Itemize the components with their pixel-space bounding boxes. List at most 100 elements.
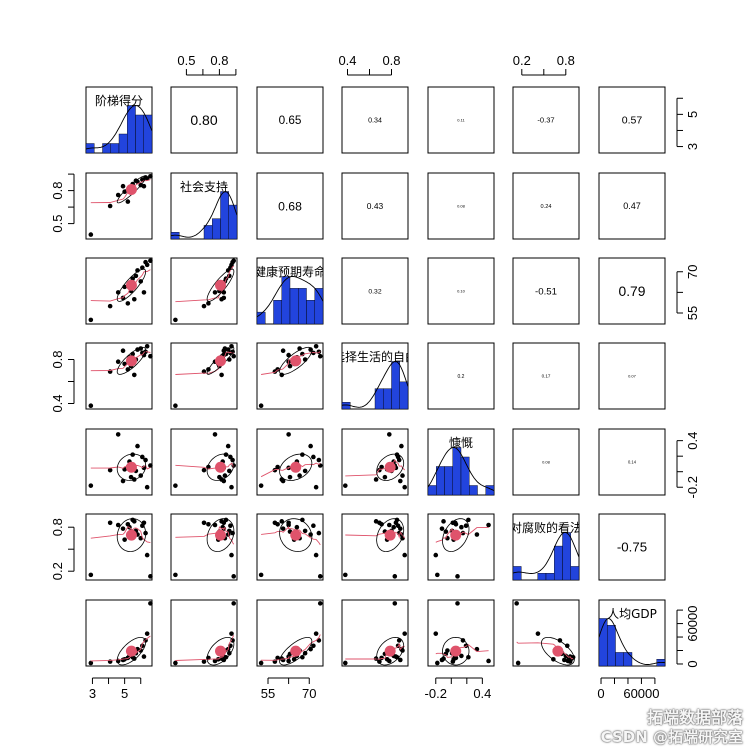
panel-frame [85,428,153,496]
data-point [316,530,322,536]
data-point [225,443,231,449]
panel-r0-c6: 0.57 [598,86,666,154]
data-point [392,574,398,579]
data-point [140,265,145,270]
tick-label: 0 [597,686,604,701]
histogram-bar [444,466,453,496]
data-point [130,452,135,457]
tick-label: 0.8 [382,53,400,68]
ellipse-center [552,645,564,657]
correlation-ellipse [442,518,470,553]
histogram-bar [306,300,315,325]
data-point [135,443,140,449]
data-point [206,521,211,527]
data-point [173,483,178,488]
data-point [452,520,458,526]
histogram-bar [281,276,291,325]
correlation-ellipse [116,453,147,481]
data-point [222,473,228,478]
data-point [302,528,308,534]
data-point [317,353,323,359]
data-point [294,524,300,530]
panel-r2-c2: 健康预期寿命 [256,257,324,325]
histogram-bar [135,114,144,154]
ellipse-center [384,461,396,473]
correlation-value: 0.08 [457,203,466,208]
histogram-bar [127,105,136,154]
data-point [317,601,323,606]
panel-frame [598,257,666,325]
data-point [229,484,234,490]
data-point [297,473,302,478]
correlation-value: 0.79 [619,283,646,299]
data-point [231,353,236,359]
data-point [343,660,348,666]
data-point [445,648,450,653]
data-point [122,537,127,542]
panel-r3-c1 [170,342,238,410]
loess-line [90,464,151,470]
data-point [535,631,541,636]
histogram-bar [436,466,445,496]
panel-frame [85,599,153,667]
data-point [140,454,145,460]
data-point [88,660,94,666]
panel-frame [170,342,238,410]
data-point [387,522,392,528]
data-point [107,303,113,309]
histogram-bar [452,447,462,496]
panel-r5-c1 [170,513,238,581]
data-point [173,403,178,409]
ellipse-center [290,645,302,657]
correlation-ellipse [116,637,147,666]
panel-r6-c0 [85,599,153,667]
data-point [88,572,94,578]
data-point [384,656,390,662]
tick-label: 3 [89,686,96,701]
data-point [131,656,137,661]
correlation-ellipse [206,346,235,375]
data-point [387,432,392,437]
histogram-bar [298,288,307,325]
panel-frame [256,172,324,240]
data-point [222,346,228,351]
correlation-value: 0.43 [367,201,384,211]
data-point [135,268,140,273]
correlation-ellipse [206,637,235,666]
panel-frame [512,172,580,240]
data-point [258,660,264,666]
tick-label: 55 [685,306,700,320]
data-point [275,464,280,470]
data-point [460,530,466,536]
panel-r2-c1 [170,257,238,325]
panel-frame [341,86,409,154]
panel-frame [341,172,409,240]
data-point [313,552,319,558]
data-point [107,520,113,526]
correlation-value: 0.32 [368,288,381,295]
panel-frame [85,342,153,410]
panel-r1-c0 [85,172,153,240]
ellipse-center [125,184,137,195]
ellipse-center [125,529,137,541]
panel-frame [341,428,409,496]
ellipse-center [125,279,137,291]
data-point [219,296,224,302]
tick-label: 0.8 [50,350,65,368]
data-point [115,192,121,198]
panel-r4-c2 [256,428,324,496]
tick-label: 0.2 [50,562,65,580]
data-point [441,656,446,661]
histogram-bar [615,652,624,667]
histogram-bar [289,288,299,325]
density-curve [85,105,153,150]
correlation-ellipse [116,268,147,302]
data-point [286,654,291,659]
correlation-value: 0.11 [457,117,465,122]
tick-label: 5 [685,111,700,118]
panel-frame [256,342,324,410]
data-point [399,443,404,449]
panel-r0-c4: 0.11 [427,86,495,154]
correlation-ellipse [206,453,235,481]
